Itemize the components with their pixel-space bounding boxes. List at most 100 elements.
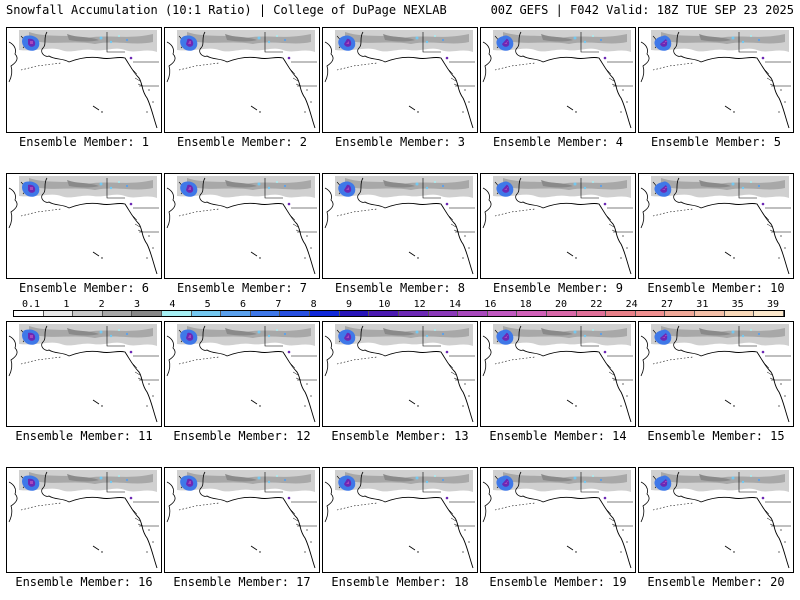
ensemble-member-panel: Ensemble Member: 3	[322, 27, 478, 153]
colorbar-tick-label: 8	[310, 299, 317, 310]
colorbar-segment	[458, 311, 488, 316]
ensemble-member-panel: Ensemble Member: 7	[164, 173, 320, 299]
ensemble-member-label: Ensemble Member: 11	[15, 429, 153, 443]
colorbar-tick-label: 27	[660, 299, 674, 310]
ensemble-member-panel: Ensemble Member: 1	[6, 27, 162, 153]
snowfall-map	[164, 27, 320, 133]
ensemble-member-label: Ensemble Member: 12	[173, 429, 311, 443]
snowfall-colorbar: 0.1 1 2 3 4 5 6 7 8 9 10 12 14 16 18 20 22 24 27 31 35 39	[13, 299, 785, 319]
snowfall-map	[638, 321, 794, 427]
colorbar-tick-label: 35	[731, 299, 744, 310]
snowfall-map	[480, 173, 636, 279]
ensemble-member-label: Ensemble Member: 1	[18, 135, 150, 149]
colorbar-segment	[43, 311, 74, 316]
ensemble-member-label: Ensemble Member: 5	[650, 135, 782, 149]
ensemble-member-label: Ensemble Member: 2	[176, 135, 308, 149]
snowfall-map	[322, 467, 478, 573]
ensemble-member-panel: Ensemble Member: 12	[164, 321, 320, 447]
colorbar-tick-label: 10	[378, 299, 391, 310]
colorbar-tick-label: 6	[239, 299, 247, 310]
colorbar-segment	[665, 311, 696, 316]
ensemble-member-label: Ensemble Member: 17	[173, 575, 311, 589]
colorbar-segment	[398, 311, 429, 316]
colorbar-segment	[487, 311, 518, 316]
colorbar-segment	[428, 311, 459, 316]
colorbar-tick-label: 20	[554, 299, 568, 310]
snowfall-map	[164, 321, 320, 427]
ensemble-member-label: Ensemble Member: 3	[334, 135, 466, 149]
snowfall-map	[164, 173, 320, 279]
ensemble-member-panel: Ensemble Member: 20	[638, 467, 794, 593]
colorbar-segment	[14, 311, 44, 316]
colorbar-tick-label: 9	[345, 299, 353, 310]
colorbar-tick-label: 22	[590, 299, 603, 310]
ensemble-member-panel: Ensemble Member: 5	[638, 27, 794, 153]
ensemble-member-label: Ensemble Member: 18	[331, 575, 469, 589]
ensemble-member-panel: Ensemble Member: 13	[322, 321, 478, 447]
ensemble-member-panel: Ensemble Member: 8	[322, 173, 478, 299]
colorbar-segment	[250, 311, 281, 316]
ensemble-member-label: Ensemble Member: 14	[489, 429, 627, 443]
colorbar-tick-label: 1	[63, 299, 70, 310]
snowfall-map	[6, 467, 162, 573]
snowfall-map	[322, 173, 478, 279]
ensemble-member-label: Ensemble Member: 16	[15, 575, 153, 589]
model-valid-time: 00Z GEFS | F042 Valid: 18Z TUE SEP 23 20…	[490, 3, 794, 17]
colorbar-segment	[162, 311, 192, 316]
colorbar-segment	[132, 311, 163, 316]
ensemble-member-panel: Ensemble Member: 15	[638, 321, 794, 447]
ensemble-member-panel: Ensemble Member: 9	[480, 173, 636, 299]
colorbar-segment	[546, 311, 577, 316]
snowfall-map	[6, 173, 162, 279]
colorbar-segment	[310, 311, 340, 316]
colorbar-segment	[635, 311, 666, 316]
colorbar-tick-label: 7	[275, 299, 282, 310]
ensemble-member-panel: Ensemble Member: 17	[164, 467, 320, 593]
ensemble-member-label: Ensemble Member: 9	[492, 281, 624, 295]
ensemble-member-panel: Ensemble Member: 2	[164, 27, 320, 153]
colorbar-tick-label: 39	[766, 299, 780, 310]
colorbar-segment	[606, 311, 636, 316]
snowfall-map	[6, 27, 162, 133]
colorbar-segment	[517, 311, 547, 316]
snowfall-map	[6, 321, 162, 427]
colorbar-tick-label: 4	[169, 299, 176, 310]
ensemble-member-panel: Ensemble Member: 4	[480, 27, 636, 153]
colorbar-segment	[369, 311, 399, 316]
colorbar-segment	[73, 311, 103, 316]
colorbar-tick-label: 14	[448, 299, 462, 310]
colorbar-tick-label: 3	[133, 299, 141, 310]
ensemble-member-label: Ensemble Member: 8	[334, 281, 466, 295]
ensemble-member-label: Ensemble Member: 7	[176, 281, 308, 295]
colorbar-tick-label: 16	[484, 299, 497, 310]
snowfall-map	[638, 467, 794, 573]
colorbar-tick-label: 5	[204, 299, 211, 310]
colorbar-segment	[724, 311, 755, 316]
ensemble-member-label: Ensemble Member: 19	[489, 575, 627, 589]
colorbar-scale	[13, 310, 785, 317]
ensemble-member-panel: Ensemble Member: 10	[638, 173, 794, 299]
snowfall-map	[480, 321, 636, 427]
snowfall-map	[164, 467, 320, 573]
colorbar-segment	[576, 311, 607, 316]
colorbar-tick-label: 18	[519, 299, 532, 310]
ensemble-member-label: Ensemble Member: 10	[647, 281, 785, 295]
colorbar-segment	[280, 311, 311, 316]
ensemble-member-panel: Ensemble Member: 14	[480, 321, 636, 447]
ensemble-member-panel: Ensemble Member: 16	[6, 467, 162, 593]
colorbar-segment	[102, 311, 133, 316]
ensemble-member-panel: Ensemble Member: 11	[6, 321, 162, 447]
snowfall-map	[480, 467, 636, 573]
ensemble-member-label: Ensemble Member: 13	[331, 429, 469, 443]
snowfall-map	[638, 173, 794, 279]
ensemble-member-label: Ensemble Member: 15	[647, 429, 785, 443]
colorbar-tick-label: 0.1	[21, 299, 41, 310]
ensemble-member-label: Ensemble Member: 4	[492, 135, 624, 149]
snowfall-map	[638, 27, 794, 133]
ensemble-member-label: Ensemble Member: 20	[647, 575, 785, 589]
colorbar-segment	[221, 311, 251, 316]
ensemble-member-label: Ensemble Member: 6	[18, 281, 150, 295]
colorbar-segment	[191, 311, 222, 316]
chart-title: Snowfall Accumulation (10:1 Ratio) | Col…	[6, 3, 447, 17]
colorbar-segment	[339, 311, 370, 316]
